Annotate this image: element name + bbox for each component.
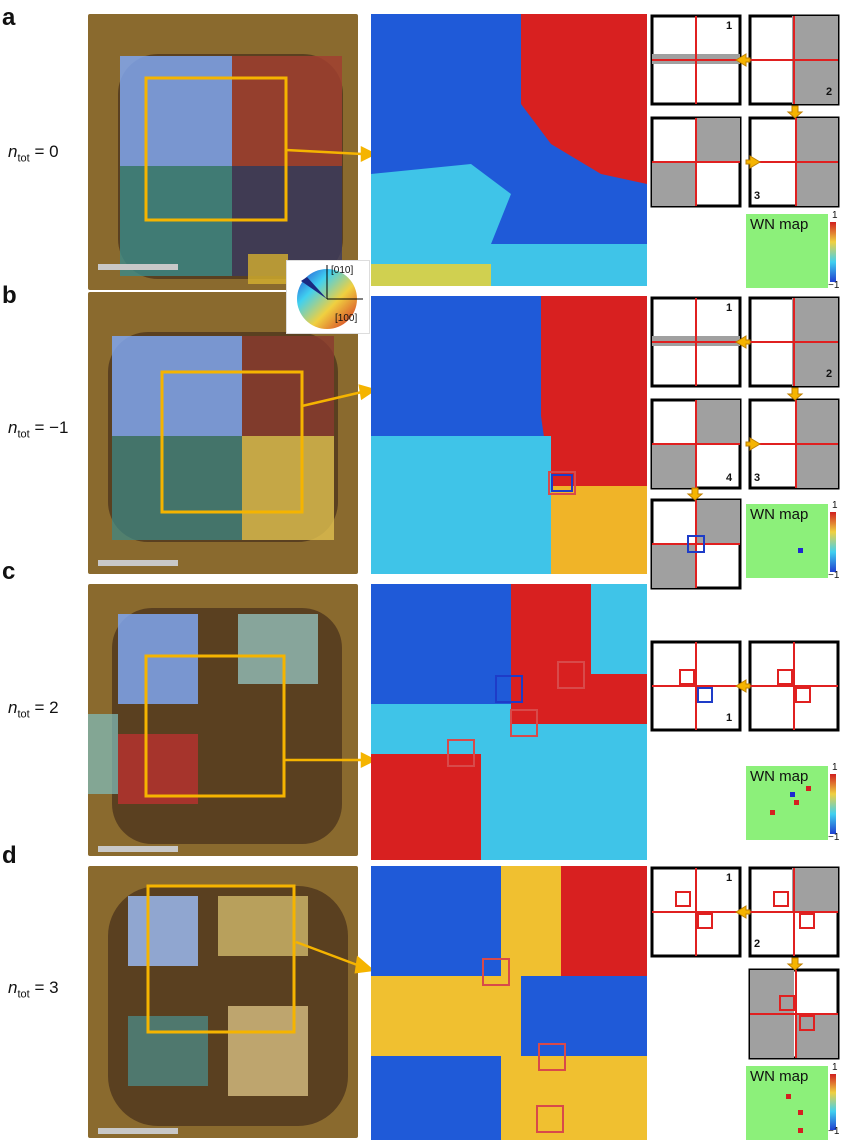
wn-scale-max: 1: [832, 500, 838, 511]
wn-map-label: WN map: [750, 768, 809, 785]
wn-scale-min: −1: [828, 570, 840, 581]
wn-map-a: WN map 1 −1: [746, 210, 842, 291]
ntot-label-a: ntot = 0: [8, 142, 59, 165]
step-label-b-3: 3: [754, 472, 761, 484]
wn-scale-max: 1: [832, 1062, 838, 1073]
wn-colorbar: [830, 222, 836, 282]
wn-negative-dot: [790, 792, 795, 797]
wn-map-b: WN map 1 −1: [746, 500, 842, 581]
wn-positive-dot: [786, 1094, 791, 1099]
wn-negative-dot: [798, 548, 803, 553]
wn-map-label: WN map: [750, 506, 809, 523]
micrograph-c: [88, 584, 358, 856]
ntot-label-d: ntot = 3: [8, 978, 59, 1001]
micrograph-b: [88, 292, 358, 574]
step-label-a-2: 2: [826, 86, 833, 98]
schematic-group-b: 1 2 3 4: [650, 296, 840, 590]
panel-letter-c: c: [2, 558, 16, 585]
wn-scale-max: 1: [832, 210, 838, 221]
schematic-group-d: 1 2: [650, 866, 840, 1062]
step-label-d-2: 2: [754, 938, 761, 950]
step-label-c-1: 1: [726, 712, 733, 724]
panel-letter-b: b: [2, 282, 17, 309]
step-label-d-1: 1: [726, 872, 733, 884]
axis-100-label: [100]: [335, 313, 358, 324]
panel-letter-d: d: [2, 842, 17, 869]
wn-positive-dot: [770, 810, 775, 815]
wn-scale-min: −1: [828, 1126, 840, 1137]
color-wheel-legend: [010] [100]: [286, 260, 370, 334]
wn-positive-dot: [798, 1128, 803, 1133]
panel-letter-a: a: [2, 4, 16, 31]
wn-positive-dot: [806, 786, 811, 791]
step-label-b-4: 4: [726, 472, 733, 484]
micrograph-d: [88, 866, 358, 1138]
zoom-map-b: [371, 296, 647, 574]
wn-colorbar: [830, 1074, 836, 1130]
wn-positive-dot: [794, 800, 799, 805]
wn-map-label: WN map: [750, 1068, 809, 1085]
wn-scale-max: 1: [832, 762, 838, 773]
connector-arrows: [284, 145, 377, 974]
wn-map-label: WN map: [750, 216, 809, 233]
wn-map-c: WN map 1 −1: [746, 762, 842, 843]
ntot-label-b: ntot = −1: [8, 418, 69, 441]
zoom-map-d: [371, 866, 647, 1140]
wn-scale-min: −1: [828, 832, 840, 843]
schematic-group-c: 1: [650, 640, 840, 734]
zoom-map-c: [371, 584, 647, 860]
zoom-map-a: [371, 14, 647, 286]
step-label-a-1: 1: [726, 20, 733, 32]
wn-map-d: WN map 1 −1: [746, 1062, 842, 1140]
wn-scale-min: −1: [828, 280, 840, 291]
step-label-b-2: 2: [826, 368, 833, 380]
wn-colorbar: [830, 774, 836, 834]
axis-010-label: [010]: [331, 265, 354, 276]
step-label-a-3: 3: [754, 190, 761, 202]
ntot-label-c: ntot = 2: [8, 698, 59, 721]
wn-colorbar: [830, 512, 836, 572]
wn-positive-dot: [798, 1110, 803, 1115]
micrograph-a: [88, 14, 358, 290]
step-label-b-1: 1: [726, 302, 733, 314]
schematic-group-a: 1 2 3: [650, 14, 840, 210]
